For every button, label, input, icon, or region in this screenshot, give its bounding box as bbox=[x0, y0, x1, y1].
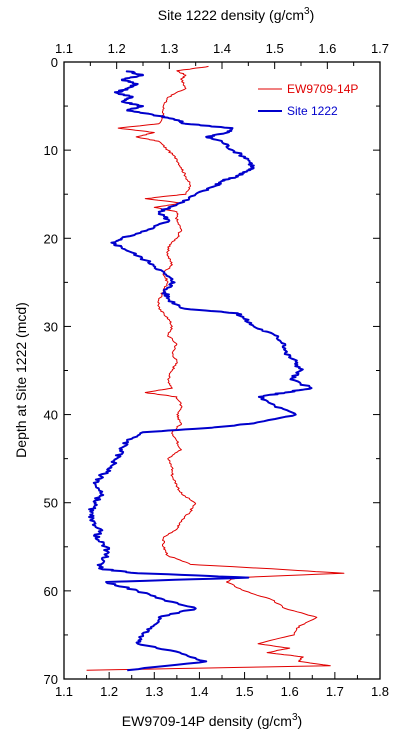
y-tick-label: 70 bbox=[44, 672, 58, 687]
y-tick-label: 30 bbox=[44, 319, 58, 334]
y-tick-label: 60 bbox=[44, 584, 58, 599]
top-tick-label: 1.7 bbox=[371, 41, 389, 56]
bottom-tick-label: 1.4 bbox=[190, 684, 208, 699]
legend-label-site1222: Site 1222 bbox=[287, 104, 338, 118]
bottom-tick-label: 1.2 bbox=[100, 684, 118, 699]
y-tick-label: 0 bbox=[51, 55, 58, 70]
bottom-tick-label: 1.8 bbox=[371, 684, 389, 699]
y-axis-title: Depth at Site 1222 (mcd) bbox=[13, 302, 29, 458]
legend: EW9709-14P Site 1222 bbox=[258, 82, 358, 118]
y-tick-label: 20 bbox=[44, 231, 58, 246]
top-tick-label: 1.6 bbox=[318, 41, 336, 56]
bottom-tick-label: 1.6 bbox=[281, 684, 299, 699]
plot-frame bbox=[63, 61, 381, 680]
bottom-tick-label: 1.1 bbox=[55, 684, 73, 699]
legend-label-ew9709: EW9709-14P bbox=[287, 82, 358, 96]
series-line-ew9709 bbox=[86, 65, 345, 671]
top-axis-title: Site 1222 density (g/cm3) bbox=[158, 6, 315, 23]
top-tick-label: 1.5 bbox=[266, 41, 284, 56]
series-line-site1222 bbox=[88, 70, 313, 672]
bottom-tick-label: 1.5 bbox=[236, 684, 254, 699]
y-tick-label: 40 bbox=[44, 408, 58, 423]
top-tick-label: 1.3 bbox=[160, 41, 178, 56]
top-tick-label: 1.4 bbox=[213, 41, 231, 56]
bottom-tick-label: 1.3 bbox=[145, 684, 163, 699]
top-tick-label: 1.2 bbox=[108, 41, 126, 56]
plot-area: 1.1 1.2 1.3 1.4 1.5 1.6 1.7 1.1 1.2 1.3 1.4 1.5 1.6 1… bbox=[44, 41, 390, 699]
y-tick-label: 50 bbox=[44, 496, 58, 511]
bottom-axis-title: EW9709-14P density (g/cm3) bbox=[122, 712, 302, 729]
top-tick-label: 1.1 bbox=[55, 41, 73, 56]
y-tick-label: 10 bbox=[44, 143, 58, 158]
bottom-tick-label: 1.7 bbox=[326, 684, 344, 699]
